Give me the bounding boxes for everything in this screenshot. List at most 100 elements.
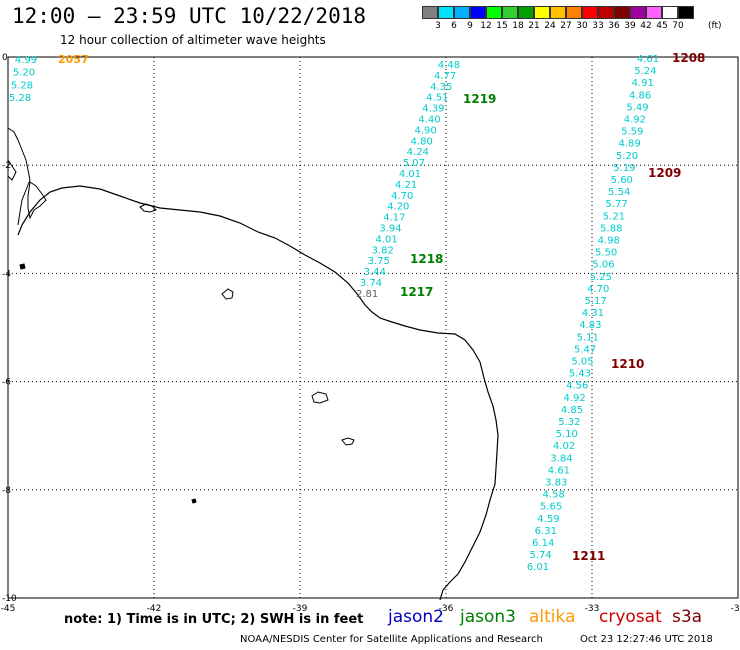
track-value: 4.56 xyxy=(566,381,588,392)
track-value: 4.58 xyxy=(543,490,565,501)
colorbar-swatch xyxy=(614,6,630,19)
track-id-label: 1218 xyxy=(410,252,443,266)
colorbar-label: 42 xyxy=(640,21,652,31)
track-value: 5.74 xyxy=(529,550,551,561)
latitude-label: -8 xyxy=(2,486,11,496)
track-value: 5.17 xyxy=(584,296,606,307)
longitude-label: -30 xyxy=(731,604,740,614)
colorbar-label: 18 xyxy=(512,21,524,31)
track-value: 4.90 xyxy=(414,125,436,136)
track-value: 5.28 xyxy=(9,93,31,104)
track-value: 5.32 xyxy=(558,417,580,428)
track-value: 3.94 xyxy=(379,224,401,235)
track-value: 3.74 xyxy=(360,278,382,289)
track-value: 5.88 xyxy=(600,223,622,234)
longitude-label: -33 xyxy=(585,604,600,614)
colorbar-label: 27 xyxy=(560,21,572,31)
track-value: 4.59 xyxy=(537,514,559,525)
track-value: 5.60 xyxy=(611,175,633,186)
island-3 xyxy=(311,391,329,404)
track-value: 5.28 xyxy=(11,80,33,91)
track-id-label: 1219 xyxy=(463,92,496,106)
track-value: 4.91 xyxy=(632,78,654,89)
colorbar-swatch xyxy=(662,6,678,19)
track-value: 6.31 xyxy=(535,526,557,537)
track-value: 2.81 xyxy=(356,289,378,300)
track-value: 5.20 xyxy=(13,68,35,79)
colorbar-swatch xyxy=(438,6,454,19)
colorbar-label: 3 xyxy=(435,21,441,31)
track-value: 5.65 xyxy=(540,502,562,513)
track-value: 4.48 xyxy=(438,60,460,71)
island-4 xyxy=(341,437,355,446)
longitude-label: -42 xyxy=(147,604,162,614)
graticule-grid xyxy=(8,57,738,598)
track-value: 4.92 xyxy=(564,393,586,404)
track-value: 4.01 xyxy=(399,169,421,180)
track-value: 4.92 xyxy=(624,115,646,126)
colorbar-swatch xyxy=(534,6,550,19)
colorbar-swatch xyxy=(598,6,614,19)
colorbar-label: 21 xyxy=(528,21,540,31)
colorbar-swatch xyxy=(678,6,694,19)
track-value: 5.24 xyxy=(634,66,656,77)
track-value: 4.99 xyxy=(15,55,37,66)
track-value: 3.75 xyxy=(368,256,390,267)
map-subtitle: 12 hour collection of altimeter wave hei… xyxy=(60,33,326,47)
track-value: 5.10 xyxy=(556,429,578,440)
colorbar-swatch xyxy=(646,6,662,19)
longitude-label: -39 xyxy=(293,604,308,614)
track-value: 6.01 xyxy=(527,562,549,573)
colorbar-swatch xyxy=(470,6,486,19)
track-value: 5.43 xyxy=(569,369,591,380)
track-id-label: 2057 xyxy=(58,53,89,66)
track-id-label: 1209 xyxy=(648,166,681,180)
coastal-islands xyxy=(7,127,47,226)
coastline xyxy=(17,185,499,601)
latitude-label: -10 xyxy=(2,594,17,604)
track-value: 4.61 xyxy=(548,465,570,476)
island-1 xyxy=(221,288,234,300)
map-title: 12:00 – 23:59 UTC 10/22/2018 xyxy=(12,4,367,28)
track-value: 5.25 xyxy=(590,272,612,283)
track-value: 3.84 xyxy=(550,453,572,464)
track-value: 5.11 xyxy=(577,332,599,343)
track-value: 5.47 xyxy=(574,344,596,355)
track-value: 5.20 xyxy=(616,151,638,162)
track-value: 4.70 xyxy=(587,284,609,295)
track-value: 4.77 xyxy=(434,71,456,82)
track-value: 4.83 xyxy=(579,320,601,331)
island-2 xyxy=(139,203,157,213)
track-value: 4.39 xyxy=(422,104,444,115)
track-id-label: 1210 xyxy=(611,357,644,371)
colorbar-label: 33 xyxy=(592,21,604,31)
track-value: 4.61 xyxy=(637,54,659,65)
island-5 xyxy=(19,263,197,504)
axis-tick-labels: -45 -42 -39 -36 -33 -30 0 -2 -4 -6 -8 -10 xyxy=(1,53,740,614)
latitude-label: -2 xyxy=(2,161,11,171)
track-value: 4.70 xyxy=(391,191,413,202)
track-value: 6.14 xyxy=(532,538,554,549)
colorbar-label: 12 xyxy=(480,21,492,31)
colorbar-label: 30 xyxy=(576,21,588,31)
colorbar-swatch xyxy=(550,6,566,19)
colorbar-label: 39 xyxy=(624,21,636,31)
colorbar-swatch xyxy=(630,6,646,19)
legend-altika: altika xyxy=(529,607,576,627)
track-id-label: 1217 xyxy=(400,285,433,299)
track-value: 5.06 xyxy=(592,260,614,271)
colorbar-label: 70 xyxy=(672,21,684,31)
colorbar-swatch xyxy=(454,6,470,19)
wave-height-colorbar xyxy=(422,6,694,19)
longitude-label: -45 xyxy=(1,604,16,614)
legend-cryosat: cryosat xyxy=(599,607,662,627)
track-value: 5.19 xyxy=(613,163,635,174)
colorbar-label: 36 xyxy=(608,21,620,31)
colorbar-label: 15 xyxy=(496,21,508,31)
longitude-label: -36 xyxy=(439,604,454,614)
track-value: 4.86 xyxy=(629,90,651,101)
track-id-label: 1208 xyxy=(672,51,705,65)
latitude-label: -4 xyxy=(2,269,11,279)
colorbar-label: 6 xyxy=(451,21,457,31)
track-value: 5.54 xyxy=(608,187,630,198)
